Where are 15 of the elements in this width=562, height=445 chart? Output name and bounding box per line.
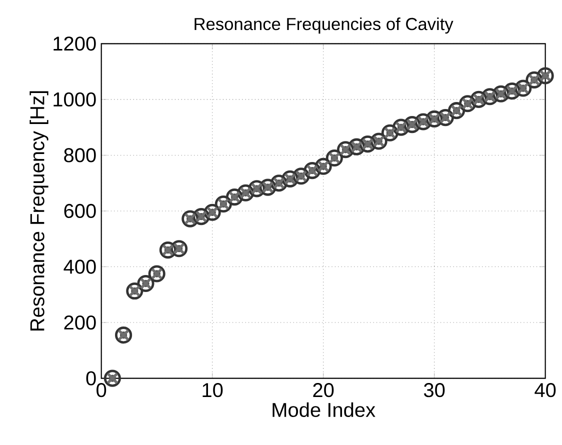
y-tick-label: 800: [64, 148, 96, 162]
x-tick-label: 10: [202, 383, 223, 398]
y-tick-label: 200: [64, 315, 96, 330]
x-tick-label: 30: [424, 383, 445, 398]
x-tick-label: 20: [313, 383, 334, 398]
y-tick-label: 600: [64, 204, 96, 218]
x-tick-label: 40: [534, 383, 556, 398]
y-axis-title: Resonance Frequency [Hz]: [30, 91, 48, 331]
x-tick-label: 0: [96, 383, 106, 398]
y-tick-label: 400: [64, 260, 96, 274]
x-axis-title: Mode Index: [272, 402, 376, 418]
y-tick-label: 1200: [54, 36, 96, 51]
chart-title: Resonance Frequencies of Cavity: [194, 17, 454, 34]
y-tick-label: 1000: [54, 92, 96, 107]
y-tick-label: 0: [86, 371, 96, 386]
